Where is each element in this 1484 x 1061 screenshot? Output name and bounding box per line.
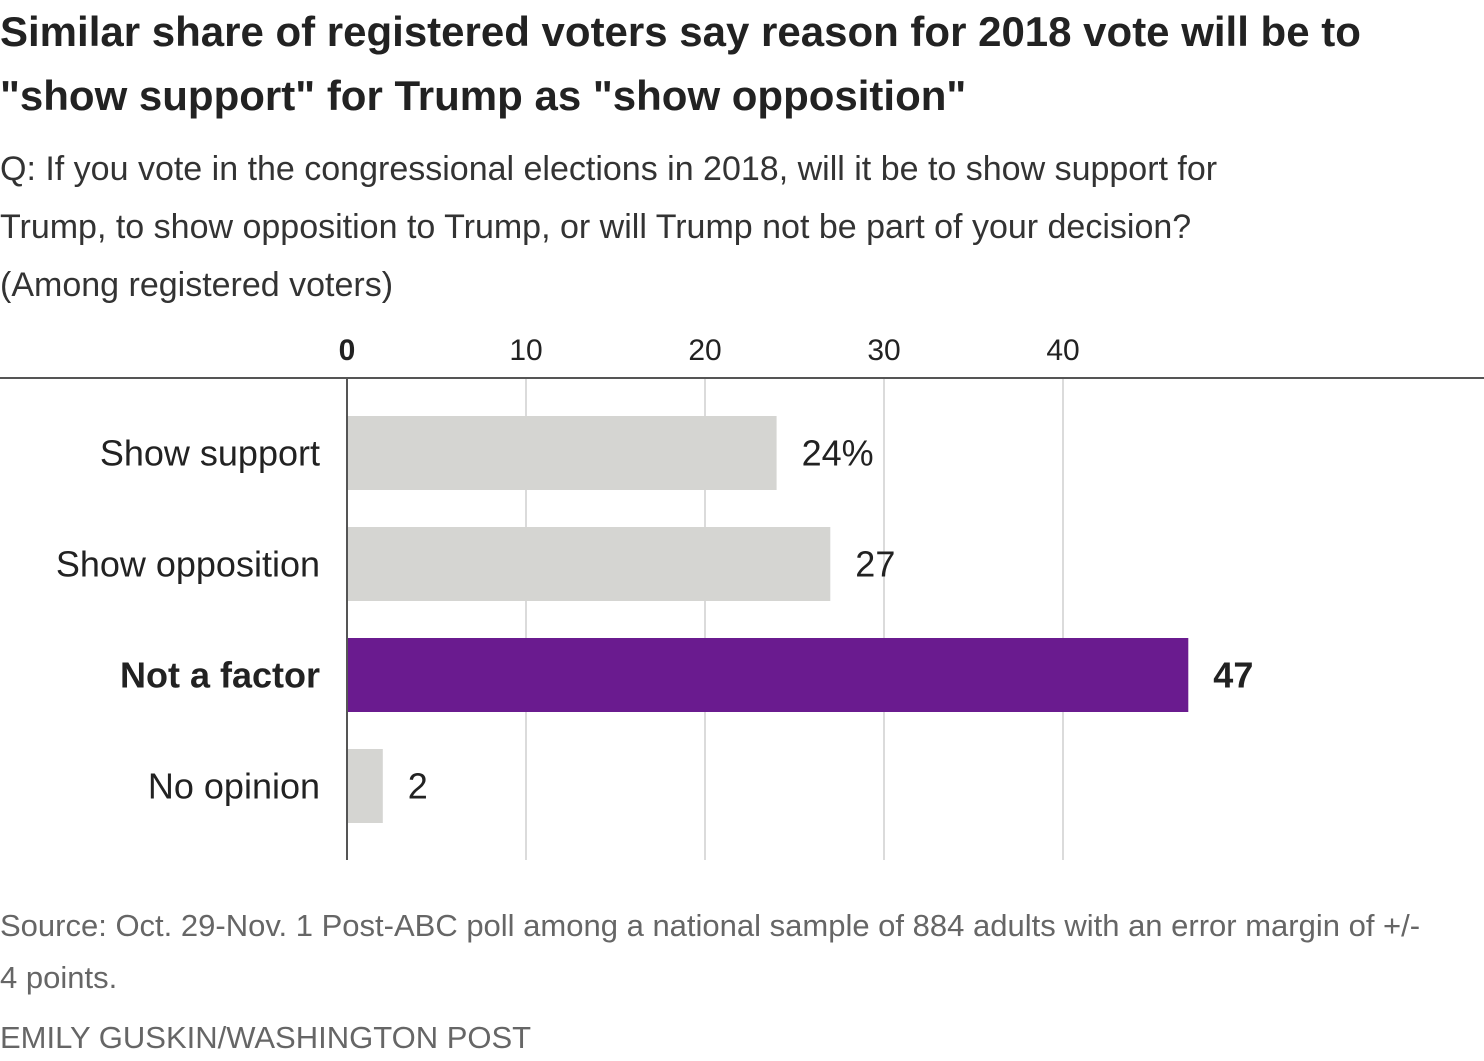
chart-subtitle: Q: If you vote in the congressional elec… <box>0 140 1440 314</box>
data-label: 47 <box>1213 655 1253 696</box>
subtitle-line: Q: If you vote in the congressional elec… <box>0 150 1218 188</box>
subtitle-line: Trump, to show opposition to Trump, or w… <box>0 208 1192 246</box>
x-tick-label: 10 <box>509 334 542 367</box>
bar <box>347 749 383 823</box>
x-tick-label: 20 <box>688 334 721 367</box>
x-tick-label: 0 <box>339 334 356 367</box>
data-label: 24% <box>802 433 874 474</box>
bar <box>347 638 1189 712</box>
source-note: Source: Oct. 29-Nov. 1 Post-ABC poll amo… <box>0 908 1421 995</box>
data-label: 27 <box>855 544 895 585</box>
data-label: 2 <box>408 766 428 807</box>
bar-chart: 0 10 20 30 40 Show support 24% Show opposition 2… <box>0 334 1484 860</box>
category-label: Show support <box>100 433 320 474</box>
chart-title: Similar share of registered voters say r… <box>0 8 1361 119</box>
bar <box>347 527 831 601</box>
bar <box>347 416 777 490</box>
category-label: Show opposition <box>56 544 320 585</box>
category-label: No opinion <box>148 766 320 807</box>
subtitle-line: (Among registered voters) <box>0 266 394 304</box>
x-tick-label: 30 <box>867 334 900 367</box>
x-tick-label: 40 <box>1046 334 1079 367</box>
credit-line: EMILY GUSKIN/WASHINGTON POST <box>0 1020 532 1055</box>
category-label: Not a factor <box>120 655 320 696</box>
